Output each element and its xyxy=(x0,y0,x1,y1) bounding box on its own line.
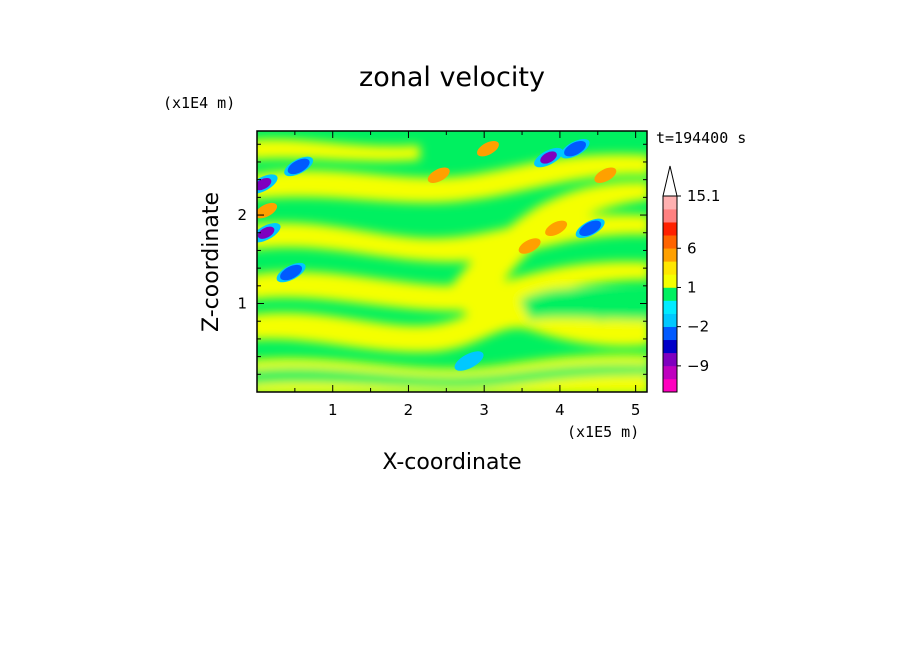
axis-ticks: 1 2 3 4 5 1 2 xyxy=(237,131,647,419)
colorbar-segment xyxy=(663,287,677,301)
negative-velocity-feature xyxy=(564,140,587,157)
chart-title: zonal velocity xyxy=(359,62,545,93)
field-features xyxy=(257,138,617,371)
colorbar-segment xyxy=(663,248,677,262)
negative-velocity-feature xyxy=(458,353,481,369)
colorbar-segment xyxy=(663,339,677,354)
x-unit-label: (x1E5 m) xyxy=(567,423,639,441)
negative-velocity-feature xyxy=(257,226,275,239)
positive-velocity-feature xyxy=(594,167,617,183)
positive-velocity-feature xyxy=(518,238,541,254)
negative-velocity-feature xyxy=(280,264,303,281)
positive-velocity-feature xyxy=(427,167,450,183)
colorbar: 15.1 6 1 −2 −9 xyxy=(662,165,720,393)
colorbar-label: −2 xyxy=(687,318,709,336)
x-tick-label: 4 xyxy=(555,401,565,419)
colorbar-segment xyxy=(663,196,677,210)
field-plot-area xyxy=(257,131,647,392)
field-band xyxy=(257,138,420,162)
y-unit-label: (x1E4 m) xyxy=(163,94,235,112)
colorbar-segment xyxy=(663,352,677,367)
colorbar-label: 15.1 xyxy=(687,187,720,205)
negative-velocity-feature xyxy=(287,158,310,175)
colorbar-segment xyxy=(663,378,677,393)
colorbar-segment xyxy=(663,365,677,380)
colorbar-segment xyxy=(663,222,677,236)
field-band xyxy=(440,181,647,320)
colorbar-label: −9 xyxy=(687,357,709,375)
colorbar-segment xyxy=(663,261,677,275)
positive-velocity-feature xyxy=(257,202,278,219)
colorbar-segment xyxy=(663,313,677,327)
colorbar-frame xyxy=(662,195,678,393)
x-axis-label: X-coordinate xyxy=(382,450,521,475)
y-axis-label: Z-coordinate xyxy=(199,192,224,332)
negative-velocity-feature xyxy=(579,220,602,237)
y-tick-label: 2 xyxy=(237,206,247,224)
field-band xyxy=(520,288,647,320)
field-band xyxy=(257,154,647,203)
negative-velocity-feature xyxy=(257,177,272,191)
colorbar-segment xyxy=(663,274,677,288)
x-tick-label: 3 xyxy=(479,401,489,419)
field-band xyxy=(257,364,647,389)
colorbar-label: 1 xyxy=(687,278,697,296)
colorbar-label: 6 xyxy=(687,239,697,257)
colorbar-segment xyxy=(663,209,677,223)
colorbar-segment xyxy=(663,235,677,249)
y-tick-label: 1 xyxy=(237,295,247,313)
colorbar-segment xyxy=(663,326,677,341)
negative-velocity-feature xyxy=(540,151,557,164)
positive-velocity-feature xyxy=(477,140,499,157)
positive-velocity-feature xyxy=(545,220,568,237)
x-tick-label: 2 xyxy=(404,401,414,419)
colorbar-extend-arrow xyxy=(662,165,678,197)
time-label: t=194400 s xyxy=(656,129,746,147)
x-tick-label: 5 xyxy=(631,401,641,419)
plot-frame xyxy=(256,130,648,393)
x-tick-label: 1 xyxy=(328,401,338,419)
colorbar-segment xyxy=(663,300,677,314)
